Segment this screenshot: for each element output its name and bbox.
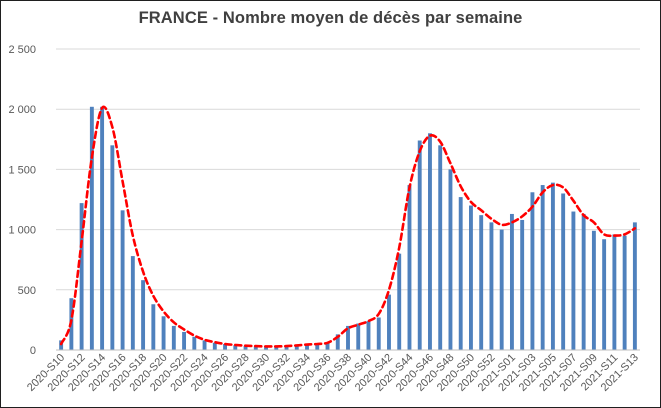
bar xyxy=(171,325,176,350)
y-tick-label: 1 000 xyxy=(8,225,36,237)
bar xyxy=(356,323,361,350)
y-tick-label: 0 xyxy=(30,345,36,357)
bar xyxy=(110,145,115,350)
bar xyxy=(632,222,637,350)
bar xyxy=(305,343,309,350)
trend-line xyxy=(59,105,637,348)
bar xyxy=(233,345,238,350)
bar xyxy=(469,205,473,350)
bar xyxy=(602,239,607,350)
bar xyxy=(212,342,217,350)
bar xyxy=(223,343,227,350)
y-axis-tick-labels: 0 500 1 000 1 500 2 000 2 500 xyxy=(8,44,36,357)
bar xyxy=(591,230,596,350)
bar xyxy=(182,331,187,350)
bar xyxy=(325,342,330,350)
bar-series xyxy=(59,106,637,351)
bar xyxy=(161,316,166,350)
bar xyxy=(397,253,402,350)
bar xyxy=(417,140,422,350)
bar xyxy=(428,133,432,350)
bar xyxy=(192,336,197,350)
bar xyxy=(120,210,125,350)
bar xyxy=(274,346,279,350)
bar xyxy=(284,346,289,350)
bar xyxy=(243,345,248,350)
bar xyxy=(387,294,391,350)
y-tick-label: 500 xyxy=(18,285,36,297)
bar xyxy=(530,192,535,350)
bar xyxy=(100,106,105,351)
bar xyxy=(141,280,146,350)
bar xyxy=(335,334,340,350)
x-axis-tick-labels: 2020-S102020-S122020-S142020-S162020-S18… xyxy=(25,352,641,394)
bar xyxy=(407,185,412,350)
bar xyxy=(499,229,504,350)
bar xyxy=(376,317,381,350)
bar xyxy=(346,325,350,350)
bar xyxy=(489,222,494,350)
bar xyxy=(550,182,555,350)
bar xyxy=(612,234,617,350)
bar xyxy=(581,213,586,350)
bar xyxy=(366,321,371,350)
bar xyxy=(571,211,576,350)
bar xyxy=(458,197,463,350)
bar xyxy=(520,219,525,350)
bar xyxy=(479,215,484,350)
bar xyxy=(622,235,627,350)
bar xyxy=(89,106,94,351)
bar xyxy=(315,343,320,350)
bar xyxy=(79,203,84,350)
bar xyxy=(509,213,514,350)
bar xyxy=(151,304,156,350)
bar xyxy=(253,346,258,350)
y-tick-label: 1 500 xyxy=(8,164,36,176)
bar xyxy=(130,256,135,350)
bar xyxy=(561,193,566,350)
chart-title: FRANCE - Nombre moyen de décès par semai… xyxy=(138,9,523,27)
bar xyxy=(438,145,443,350)
bar xyxy=(448,169,453,350)
y-tick-label: 2 500 xyxy=(8,44,36,56)
bar xyxy=(294,345,299,350)
y-tick-label: 2 000 xyxy=(8,104,36,116)
bar xyxy=(202,340,207,350)
trend-line-series xyxy=(59,105,637,348)
bar xyxy=(540,185,545,350)
bar xyxy=(264,346,268,350)
